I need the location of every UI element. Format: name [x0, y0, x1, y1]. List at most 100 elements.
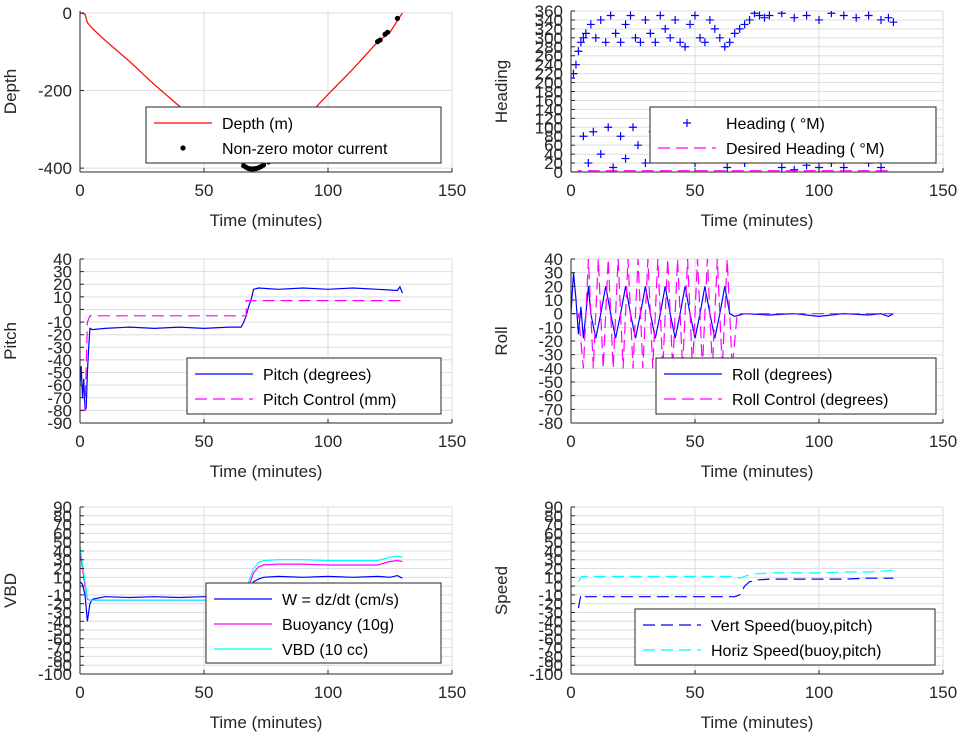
- y-tick-label: 40: [544, 145, 563, 164]
- series-heading-0-point: [586, 20, 595, 29]
- legend-box: [649, 106, 937, 164]
- series-heading-0-point: [626, 11, 635, 20]
- series-heading-0-point: [579, 132, 588, 141]
- y-tick-label: -50: [47, 621, 72, 640]
- series-group: [80, 285, 403, 411]
- y-tick-label: 100: [535, 118, 563, 137]
- series-heading-0-point: [629, 123, 637, 132]
- series-heading-0-point: [715, 33, 724, 42]
- x-tick-label: 50: [195, 683, 214, 702]
- series-heading-0-point: [641, 159, 650, 168]
- series-pitch-0-line: [80, 285, 403, 411]
- series-heading-0-point: [852, 13, 861, 22]
- y-tick-label: 220: [535, 65, 563, 84]
- series-heading-0-point: [700, 38, 709, 47]
- y-tick-label: 200: [535, 74, 563, 93]
- y-tick-label: -40: [47, 612, 72, 631]
- y-tick-label: -30: [538, 346, 563, 365]
- y-axis-label: Pitch: [1, 322, 20, 360]
- y-tick-label: -10: [47, 313, 72, 332]
- x-tick-label: 150: [438, 683, 466, 702]
- y-tick-label: 10: [53, 568, 72, 587]
- y-tick-label: -100: [529, 665, 563, 684]
- x-tick-label: 100: [805, 683, 833, 702]
- x-axis-label: Time (minutes): [210, 713, 323, 732]
- y-tick-label: -80: [538, 414, 563, 433]
- y-tick-label: 160: [535, 91, 563, 110]
- y-tick-label: -60: [538, 630, 563, 649]
- series-heading-0-point: [790, 165, 799, 172]
- series-heading-0-point: [579, 33, 588, 42]
- series-heading-0-point: [705, 15, 714, 24]
- x-tick-label: 50: [686, 181, 705, 200]
- legend-swatch: [180, 145, 186, 151]
- x-tick-label: 100: [314, 432, 342, 451]
- y-tick-label: 90: [53, 498, 72, 517]
- chart-heading: 0 50 100 1500204060801001201401601802002202…: [492, 2, 957, 230]
- series-heading-0-point: [571, 74, 575, 83]
- legend-label: Pitch (degrees): [263, 367, 372, 384]
- legend-vbd: W = dz/dt (cm/s) Buoyancy (10g) VBD (10 cc…: [205, 582, 442, 664]
- y-tick-label: -20: [538, 595, 563, 614]
- series-pitch-1-line: [80, 300, 403, 411]
- x-tick-label: 0: [75, 683, 84, 702]
- legend-label: Vert Speed(buoy,pitch): [711, 618, 873, 635]
- series-heading-0-point: [574, 47, 583, 56]
- y-tick-label: -20: [47, 326, 72, 345]
- y-tick-label: -40: [47, 351, 72, 370]
- series-heading-0-point: [745, 15, 754, 24]
- series-group: [80, 12, 403, 172]
- chart-depth: 0 50 100 150 0 -200 -400 Time (minutes) Depth Dep…: [1, 4, 466, 230]
- series-heading-0-point: [611, 29, 620, 38]
- series-heading-1-line: [571, 170, 894, 172]
- x-tick-label: 50: [686, 432, 705, 451]
- series-heading-0-point: [589, 127, 598, 136]
- y-tick-label: -60: [538, 387, 563, 406]
- y-tick-label: 0: [554, 577, 563, 596]
- series-heading-0-point: [839, 11, 848, 20]
- y-axis-label: Depth: [1, 69, 20, 114]
- series-heading-0-point: [695, 33, 704, 42]
- y-tick-label: 320: [535, 20, 563, 39]
- series-heading-0-point: [691, 11, 699, 20]
- series-heading-0-point: [889, 18, 898, 27]
- y-tick-label: 10: [544, 291, 563, 310]
- series-heading-0-point: [651, 38, 660, 47]
- series-heading-0-point: [686, 20, 695, 29]
- series-group: [571, 259, 894, 369]
- legend-label: Desired Heading ( °M): [726, 141, 884, 158]
- series-heading-0-point: [760, 13, 769, 22]
- y-tick-label: -70: [47, 389, 72, 408]
- chart-vbd: 0 50 100 1509080706050403020100-10-20-30-40…: [1, 498, 466, 732]
- y-tick-label: -30: [538, 603, 563, 622]
- x-tick-label: 150: [438, 432, 466, 451]
- series-speed-1-line: [577, 569, 894, 582]
- y-tick-label: 10: [544, 568, 563, 587]
- series-heading-0-point: [596, 150, 605, 159]
- x-tick-label: 100: [314, 683, 342, 702]
- y-tick-label: -80: [47, 401, 72, 420]
- chart-pitch: 0 50 100 150403020100-10-20-30-40-50-60-70-…: [1, 250, 466, 481]
- y-tick-label: 80: [544, 127, 563, 146]
- y-tick-label: -40: [538, 612, 563, 631]
- x-tick-label: 50: [195, 432, 214, 451]
- series-heading-0-point: [735, 24, 744, 33]
- y-tick-label: 10: [53, 288, 72, 307]
- y-tick-label: 280: [535, 38, 563, 57]
- y-tick-label: -80: [538, 647, 563, 666]
- series-heading-0-point: [596, 15, 605, 24]
- series-group: [577, 569, 894, 609]
- series-heading-0-point: [884, 13, 893, 22]
- y-tick-label: 0: [554, 305, 563, 324]
- y-tick-label: -30: [47, 603, 72, 622]
- series-depth-1-point: [394, 15, 401, 21]
- y-tick-label: 30: [53, 551, 72, 570]
- x-axis-label: Time (minutes): [210, 462, 323, 481]
- y-tick-label: 80: [53, 507, 72, 526]
- y-tick-label: 20: [544, 154, 563, 173]
- y-tick-label: 30: [53, 263, 72, 282]
- y-tick-label: 0: [63, 4, 72, 23]
- chart-speed: 0 50 100 1509080706050403020100-10-20-30-40…: [492, 498, 957, 732]
- y-tick-label: 40: [53, 542, 72, 561]
- y-tick-label: 300: [535, 29, 563, 48]
